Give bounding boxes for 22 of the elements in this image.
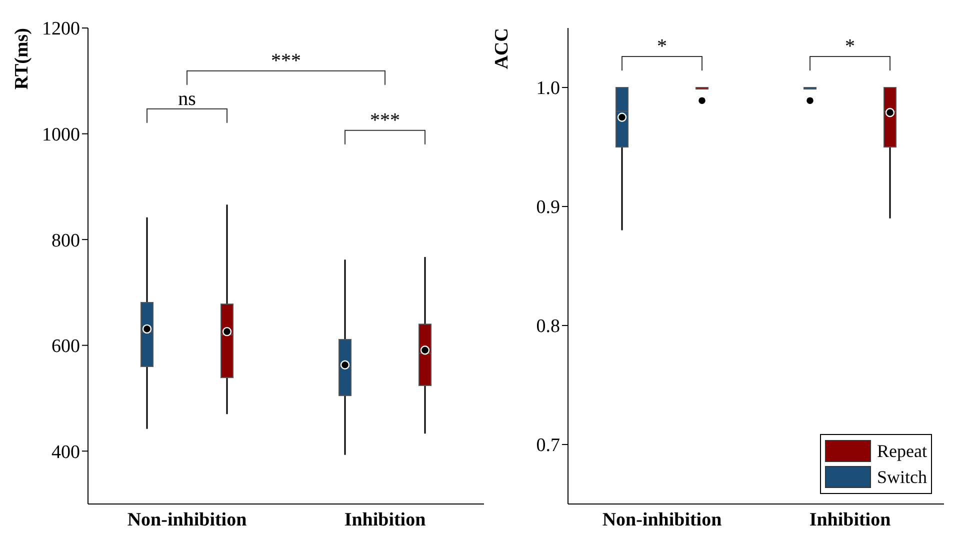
- y-tick-label: 1000: [42, 124, 80, 146]
- annotation: *: [845, 36, 855, 58]
- y-tick-label: 0.8: [536, 316, 560, 338]
- legend-label: Switch: [877, 466, 928, 488]
- annotation: *: [657, 36, 667, 58]
- y-axis-title: ACC: [492, 28, 512, 70]
- annotation: ***: [271, 50, 301, 72]
- y-tick-label: 0.9: [536, 197, 560, 218]
- y-tick-label: 600: [52, 336, 80, 358]
- y-tick-label: 1200: [42, 18, 80, 40]
- y-tick-label: 400: [52, 442, 80, 463]
- legend-label: Repeat: [877, 440, 927, 462]
- y-tick-label: 1.0: [536, 78, 560, 100]
- x-tick-label: Non-inhibition: [127, 509, 248, 530]
- y-axis-title: RT(ms): [12, 28, 32, 90]
- x-tick-label: Inhibition: [809, 509, 892, 530]
- x-tick-label: Non-inhibition: [602, 509, 722, 530]
- y-tick-label: 800: [52, 230, 80, 252]
- annotation: ***: [370, 109, 400, 132]
- annotation: ns: [178, 88, 196, 110]
- x-tick-label: Inhibition: [344, 509, 426, 530]
- y-tick-label: 0.7: [536, 435, 560, 456]
